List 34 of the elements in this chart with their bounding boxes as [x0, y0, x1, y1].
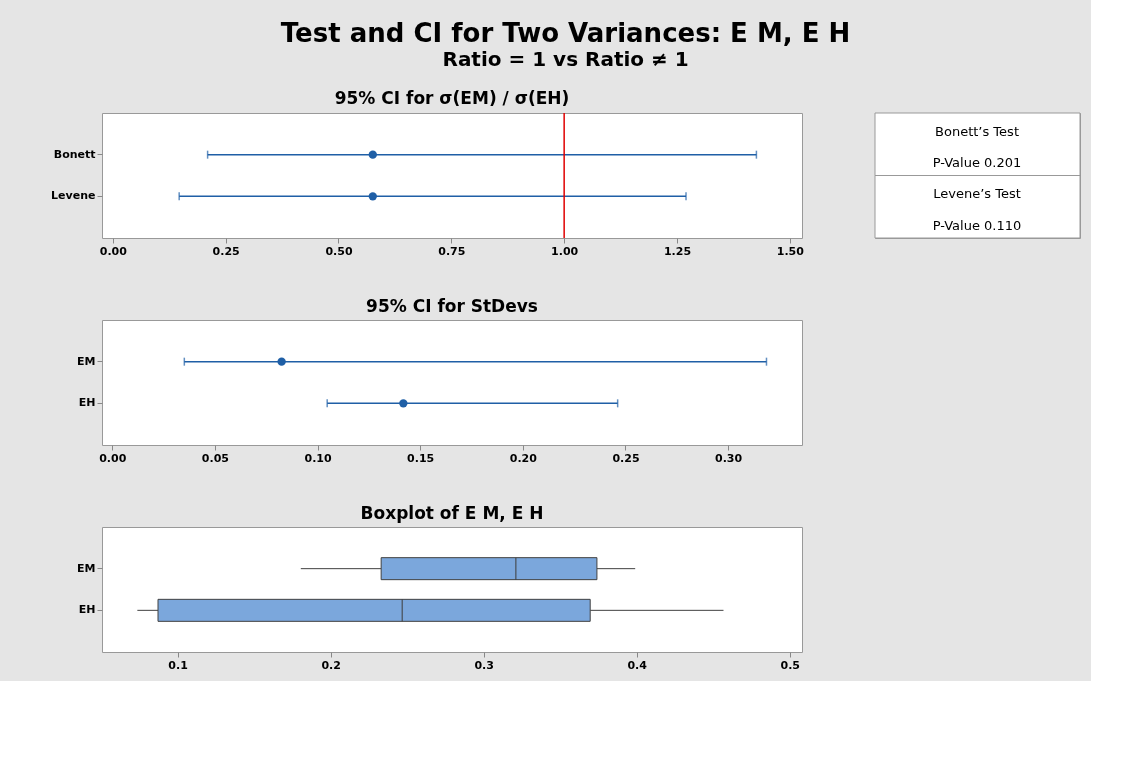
x-tick-label: 0.00 [99, 451, 127, 465]
x-tick-label: 0.3 [474, 658, 494, 672]
y-tick-label: EM [77, 354, 96, 368]
y-tick-label: EH [78, 396, 96, 410]
x-tick-label: 0.4 [627, 658, 648, 672]
chart-title: 95% CI for σ(EM) / σ(EH) [334, 88, 570, 109]
y-tick-label: EM [77, 561, 96, 575]
x-tick-label: 0.10 [304, 451, 332, 465]
x-tick-label: 1.00 [551, 244, 579, 258]
x-tick-label: 0.5 [780, 658, 801, 672]
text: Levene’s Test [933, 186, 1021, 202]
x-tick-label: 0.05 [201, 451, 229, 465]
x-tick-label: 0.20 [509, 451, 538, 465]
text: Test and CI for Two Variances: E M, E H [280, 17, 851, 48]
y-tick-label: Levene [51, 189, 96, 203]
chart-title: Boxplot of E M, E H [360, 503, 544, 523]
text: P-Value 0.110 [932, 217, 1022, 233]
chart-title: 95% CI for StDevs [366, 296, 538, 316]
x-tick-label: 1.25 [663, 244, 692, 258]
x-tick-label: 0.00 [99, 244, 128, 258]
y-tick-label: EH [78, 603, 96, 617]
x-tick-label: 0.2 [321, 658, 341, 672]
x-tick-label: 0.30 [715, 451, 743, 465]
x-tick-label: 0.15 [407, 451, 435, 465]
x-tick-label: 0.1 [168, 658, 188, 672]
text: P-Value 0.201 [932, 155, 1022, 170]
x-tick-label: 0.25 [212, 244, 240, 258]
text: Ratio = 1 vs Ratio ≠ 1 [442, 46, 689, 71]
x-tick-label: 0.75 [438, 244, 466, 258]
x-tick-label: 0.25 [612, 451, 640, 465]
x-tick-label: 1.50 [776, 244, 805, 258]
y-tick-label: Bonett [53, 147, 96, 161]
x-tick-label: 0.50 [325, 244, 353, 258]
text: Bonett’s Test [935, 123, 1019, 139]
